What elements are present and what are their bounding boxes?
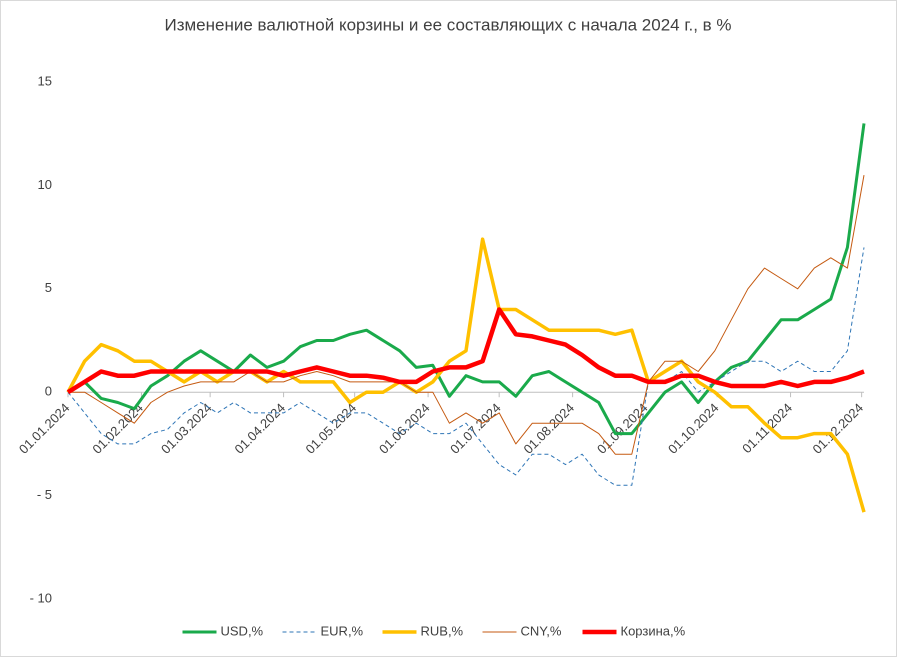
series-line	[67, 123, 866, 436]
y-tick-label: 0	[45, 384, 52, 399]
y-tick-label: 10	[38, 177, 52, 192]
series-line	[67, 247, 865, 486]
legend-label: Корзина,%	[621, 623, 686, 638]
y-tick-label: 15	[38, 73, 52, 88]
legend-label: RUB,%	[421, 623, 464, 638]
y-tick-label: - 10	[30, 590, 52, 605]
chart-title: Изменение валютной корзины и ее составля…	[164, 15, 731, 34]
series-line	[66, 307, 865, 395]
y-tick-label: - 5	[37, 487, 52, 502]
legend-label: CNY,%	[521, 623, 562, 638]
legend-label: EUR,%	[321, 623, 364, 638]
y-tick-label: 5	[45, 280, 52, 295]
legend-label: USD,%	[221, 623, 264, 638]
series-line	[68, 175, 865, 455]
